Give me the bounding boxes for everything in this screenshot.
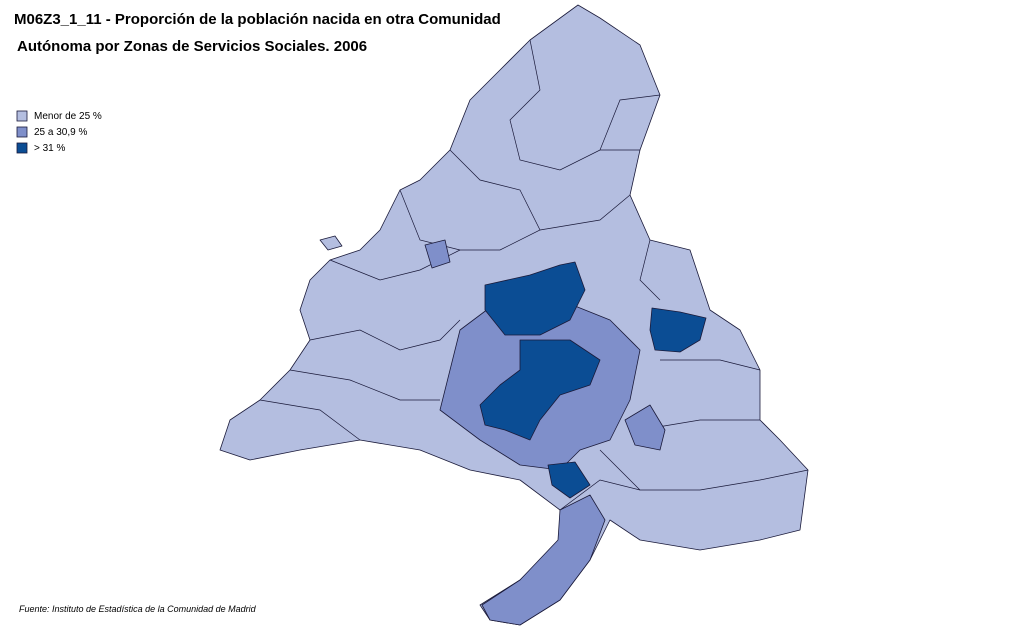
zone-mid [481, 494, 606, 626]
legend-swatch [16, 142, 28, 154]
zone-high [484, 261, 586, 336]
legend-label: Menor de 25 % [34, 111, 102, 122]
legend-swatch [16, 126, 28, 138]
zone-mid [624, 404, 666, 451]
region [319, 235, 343, 251]
legend-swatch [16, 110, 28, 122]
map [219, 4, 809, 626]
zone-high [649, 307, 707, 353]
zone-high [479, 339, 601, 441]
legend-label: 25 a 30,9 % [34, 127, 87, 138]
zone-high [547, 461, 591, 499]
title: Autónoma por Zonas de Servicios Sociales… [17, 38, 367, 55]
legend-label: > 31 % [34, 143, 66, 154]
source: Fuente: Instituto de Estadística de la C… [19, 604, 257, 614]
legend: Menor de 25 % 25 a 30,9 % > 31 % [16, 110, 102, 154]
zone-mid [424, 239, 451, 269]
title: M06Z3_1_11 - Proporción de la población … [14, 11, 501, 28]
